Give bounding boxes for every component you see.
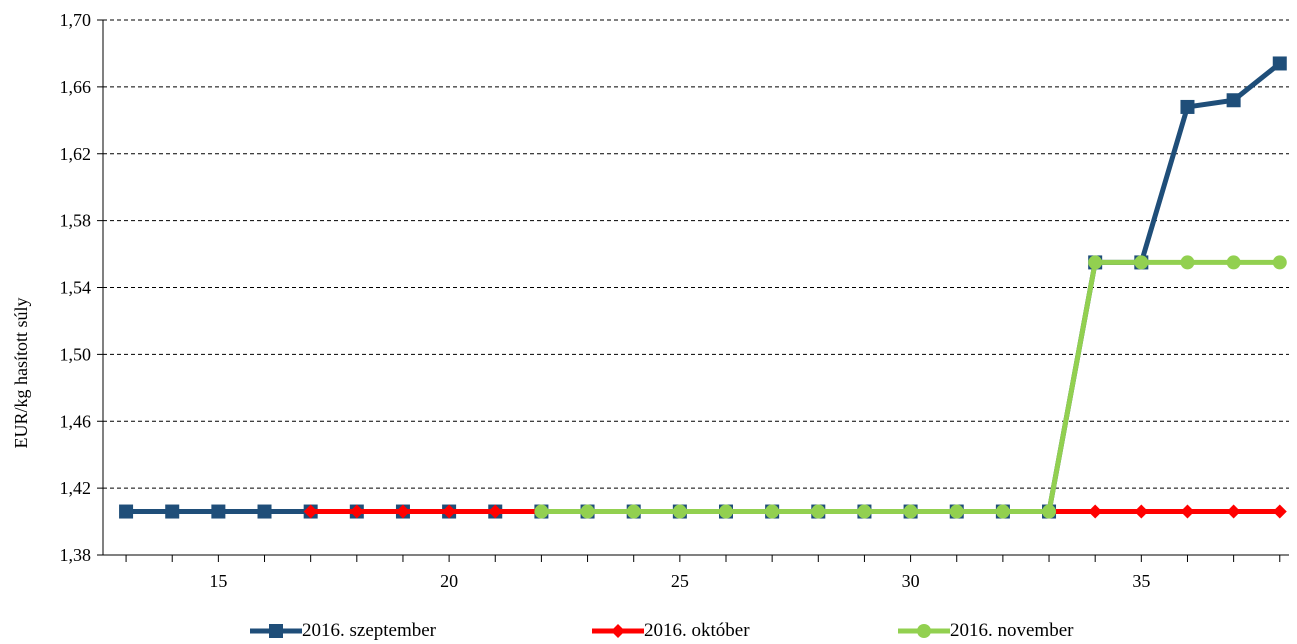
legend-swatch-september bbox=[250, 624, 302, 638]
data-point bbox=[1088, 504, 1103, 519]
x-tick-label: 35 bbox=[1132, 571, 1150, 591]
legend-label-october: 2016. október bbox=[644, 620, 750, 641]
data-point bbox=[442, 504, 457, 519]
data-point bbox=[211, 504, 226, 519]
legend-swatch-november bbox=[898, 624, 950, 638]
y-tick-label: 1,38 bbox=[60, 545, 92, 565]
data-point bbox=[1180, 255, 1195, 270]
line-chart: 1,38 1,42 1,46 1,50 1,54 1,58 1,62 1,66 1,70 15 2… bbox=[11, 10, 1289, 591]
x-tick-label: 15 bbox=[209, 571, 227, 591]
data-point bbox=[1180, 504, 1195, 519]
data-point bbox=[303, 504, 318, 519]
y-tick-label: 1,54 bbox=[60, 278, 92, 298]
series-line bbox=[541, 259, 1280, 515]
y-axis-title: EUR/kg hasított súly bbox=[11, 297, 31, 448]
x-tick-labels: 15 20 25 30 35 bbox=[209, 571, 1150, 591]
data-point bbox=[1226, 93, 1241, 108]
y-tick-label: 1,42 bbox=[60, 478, 92, 498]
data-point bbox=[395, 504, 410, 519]
data-point bbox=[119, 504, 134, 519]
data-point bbox=[1226, 255, 1241, 270]
series-group bbox=[119, 56, 1287, 519]
data-point bbox=[165, 504, 180, 519]
y-tick-label: 1,66 bbox=[60, 77, 92, 97]
legend: 2016. szeptember 2016. október 2016. nov… bbox=[0, 618, 1297, 644]
data-point bbox=[857, 504, 872, 519]
x-tick-label: 25 bbox=[671, 571, 689, 591]
x-tick-label: 20 bbox=[440, 571, 458, 591]
data-point bbox=[1042, 504, 1057, 519]
data-point bbox=[672, 504, 687, 519]
axes bbox=[97, 19, 1289, 562]
legend-item-september: 2016. szeptember bbox=[250, 618, 436, 644]
y-tick-label: 1,58 bbox=[60, 211, 92, 231]
y-tick-label: 1,50 bbox=[60, 344, 92, 364]
x-tick-label: 30 bbox=[902, 571, 920, 591]
legend-item-october: 2016. október bbox=[592, 618, 750, 644]
y-tick-label: 1,46 bbox=[60, 411, 92, 431]
data-point bbox=[257, 504, 272, 519]
legend-swatch-october bbox=[592, 624, 644, 638]
data-point bbox=[903, 504, 918, 519]
gridlines bbox=[103, 19, 1289, 489]
data-point bbox=[1180, 99, 1195, 114]
y-tick-label: 1,70 bbox=[60, 10, 92, 30]
data-point bbox=[811, 504, 826, 519]
legend-item-november: 2016. november bbox=[898, 618, 1073, 644]
data-point bbox=[718, 504, 733, 519]
y-tick-labels: 1,38 1,42 1,46 1,50 1,54 1,58 1,62 1,66 1,70 bbox=[60, 10, 92, 565]
data-point bbox=[949, 504, 964, 519]
data-point bbox=[1272, 255, 1287, 270]
data-point bbox=[1088, 255, 1103, 270]
data-point bbox=[349, 504, 364, 519]
legend-label-november: 2016. november bbox=[950, 620, 1074, 641]
data-point bbox=[1226, 504, 1241, 519]
data-point bbox=[534, 504, 549, 519]
data-point bbox=[1134, 255, 1149, 270]
data-point bbox=[580, 504, 595, 519]
data-point bbox=[765, 504, 780, 519]
y-tick-label: 1,62 bbox=[60, 144, 92, 164]
data-point bbox=[1134, 504, 1149, 519]
data-point bbox=[1272, 56, 1287, 71]
data-point bbox=[995, 504, 1010, 519]
data-point bbox=[626, 504, 641, 519]
data-point bbox=[488, 504, 503, 519]
legend-label-september: 2016. szeptember bbox=[302, 620, 437, 641]
data-point bbox=[1272, 504, 1287, 519]
series-2 bbox=[534, 255, 1287, 519]
